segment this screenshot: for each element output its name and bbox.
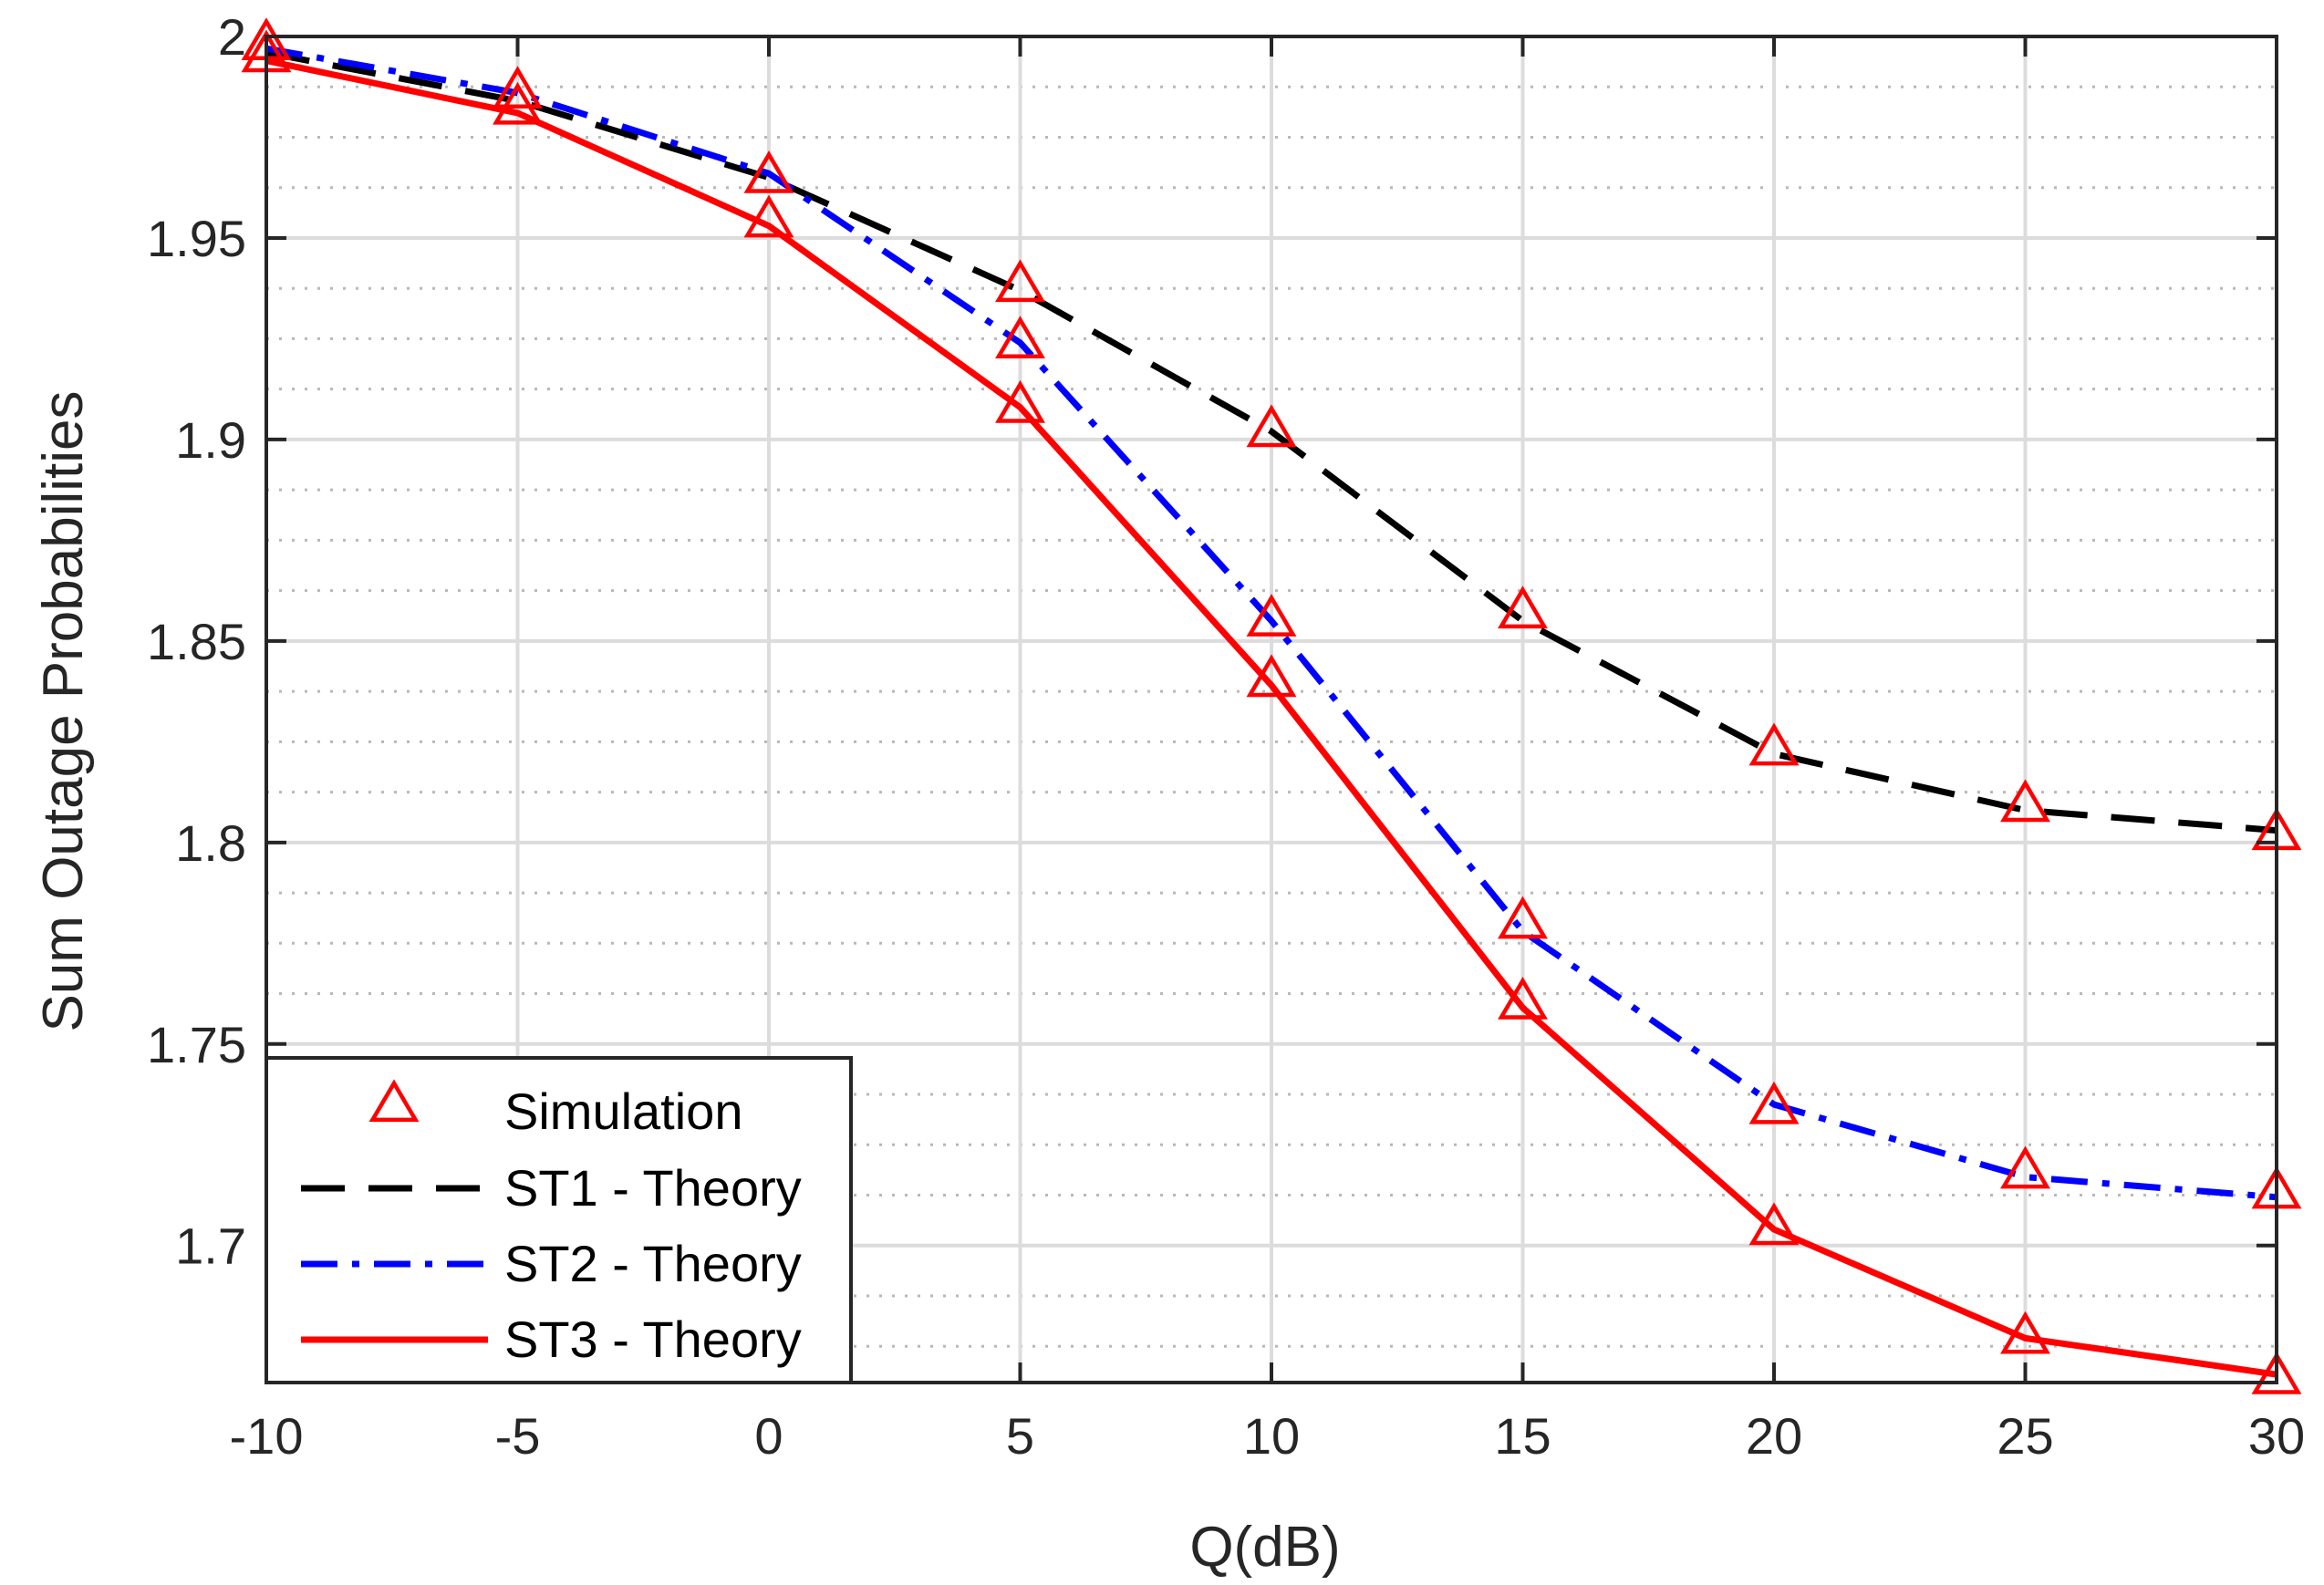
x-tick-label: 10 [1243,1407,1300,1465]
legend-triangle-icon [368,1079,420,1123]
simulation-marker [2000,779,2050,823]
legend-label-st3: ST3 - Theory [504,1310,802,1368]
y-tick-label: 1.7 [175,1217,246,1275]
legend-label-st1: ST1 - Theory [504,1159,802,1217]
y-axis-label: Sum Outage Probabilities [32,390,95,1031]
legend: Simulation ST1 - Theory ST2 - Theory ST3… [265,1056,853,1384]
y-tick-label: 1.85 [147,613,246,670]
x-tick-label: 25 [1997,1407,2053,1465]
legend-label-simulation: Simulation [504,1083,742,1140]
x-tick-label: 30 [2248,1407,2305,1465]
x-tick-label: -10 [230,1407,304,1465]
y-tick-label: 1.75 [147,1016,246,1073]
x-tick-labels: -10 -5 0 5 10 15 20 25 30 [230,1407,2306,1465]
simulation-marker [1748,722,1800,766]
x-tick-label: -5 [495,1407,541,1465]
simulation-marker [2000,1310,2050,1354]
y-tick-label: 2 [218,8,246,66]
simulation-marker [1246,404,1297,448]
y-tick-label: 1.95 [147,210,246,267]
simulation-marker [743,150,794,193]
legend-box [265,1056,853,1384]
simulation-marker [1498,896,1548,939]
y-tick-label: 1.9 [175,411,246,469]
legend-label-st2: ST2 - Theory [504,1235,802,1292]
y-tick-label: 1.8 [175,814,246,872]
simulation-marker [493,81,543,125]
simulation-marker [1498,585,1548,629]
simulation-marker [743,194,794,238]
simulation-marker [1246,594,1297,637]
y-tick-labels: 1.7 1.75 1.8 1.85 1.9 1.95 2 [147,8,246,1275]
simulation-marker [995,316,1045,358]
simulation-marker [995,379,1045,423]
x-tick-label: 0 [754,1407,783,1465]
simulation-marker [2251,1351,2302,1394]
simulation-marker [1748,1202,1800,1246]
x-tick-label: 15 [1494,1407,1551,1465]
series-line-st3 [265,57,2277,1378]
simulation-marker [1246,654,1297,698]
series-line-st1 [265,49,2277,834]
minor-grid [266,85,2277,1348]
simulation-marker [995,259,1045,303]
legend-simulation-marker [368,1079,420,1123]
simulation-marker [1498,976,1548,1020]
series-layer [265,45,2277,1378]
simulation-marker [2000,1145,2050,1189]
simulation-marker [1748,1081,1800,1124]
x-tick-label: 5 [1006,1407,1034,1465]
series-line-st2 [265,45,2277,1201]
simulation-marker [493,66,543,109]
x-tick-label: 20 [1746,1407,1802,1465]
x-axis-label: Q(dB) [1189,1516,1340,1579]
